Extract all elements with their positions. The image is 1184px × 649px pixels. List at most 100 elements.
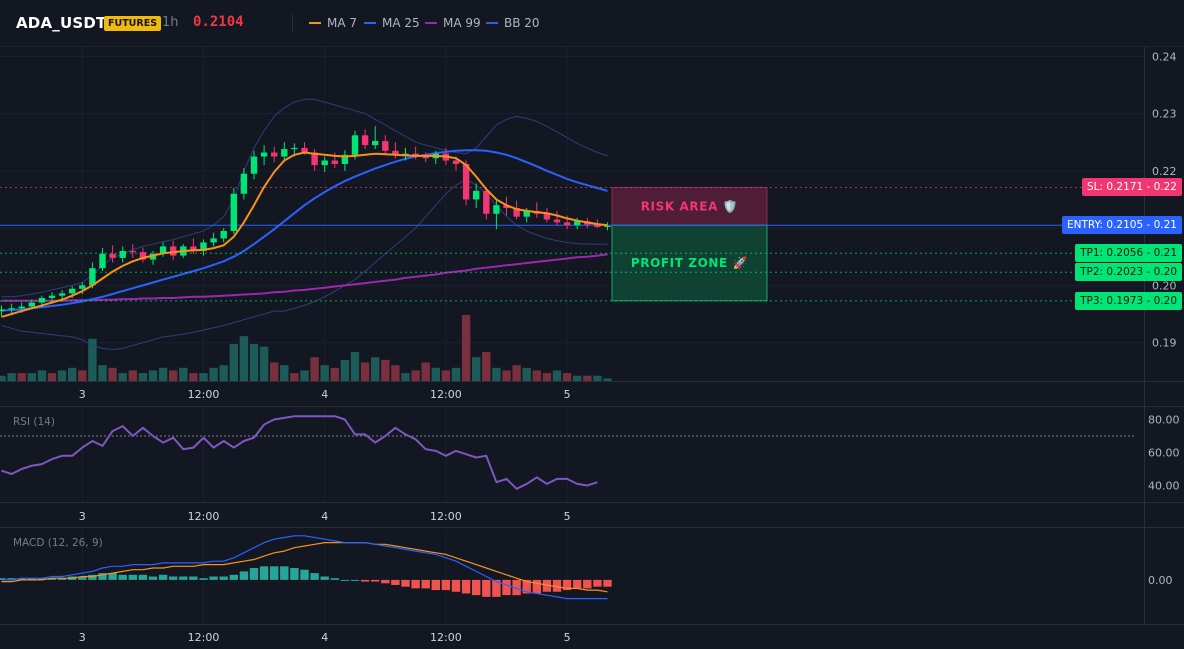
macd-histogram-bar [270, 566, 279, 580]
price-time-label: 12:00 [188, 388, 220, 401]
macd-histogram-bar [330, 578, 339, 580]
volume-bar [310, 357, 319, 381]
volume-bar [300, 370, 309, 381]
volume-bar [169, 370, 178, 381]
macd-histogram-bar [78, 576, 87, 580]
volume-bar [239, 336, 249, 381]
volume-bar [98, 365, 107, 381]
candle-down [422, 156, 429, 159]
macd-histogram-bar [290, 568, 299, 580]
candle-up [523, 210, 530, 217]
candle-up [149, 253, 157, 260]
legend-ma7[interactable]: MA 7 [309, 16, 357, 30]
macd-histogram-bar [562, 579, 572, 591]
volume-bar [189, 373, 198, 381]
macd-histogram-bar [17, 578, 26, 580]
candle-down [170, 246, 177, 256]
volume-bar [209, 367, 218, 381]
tp2-price-tag[interactable]: TP2: 0.2023 - 0.20 [1075, 263, 1182, 282]
volume-bar [421, 362, 430, 381]
macd-histogram-bar [118, 574, 127, 580]
volume-bar [229, 344, 238, 381]
candle-up [604, 225, 611, 227]
volume-bar [118, 373, 127, 381]
candle-down [190, 246, 197, 252]
macd-histogram-bar [451, 579, 461, 592]
macd-histogram-bar [7, 578, 16, 580]
macd-histogram-bar [431, 579, 440, 591]
candle-down [129, 251, 136, 253]
rsi-tick-label: 80.00 [1148, 414, 1180, 427]
macd-histogram-bar [179, 576, 188, 580]
price-tick-label: 0.22 [1152, 165, 1177, 178]
volume-bar [280, 365, 289, 381]
tp3-price-tag[interactable]: TP3: 0.1973 - 0.20 [1075, 291, 1182, 310]
symbol-name[interactable]: ADA_USDT [16, 14, 107, 32]
tp1-price-tag[interactable]: TP1: 0.2056 - 0.21 [1075, 244, 1182, 263]
volume-bar [199, 373, 208, 381]
macd-histogram-bar [128, 574, 137, 580]
macd-histogram-bar [573, 579, 582, 589]
legend-bb20[interactable]: BB 20 [486, 16, 540, 30]
rsi-time-label: 4 [321, 510, 328, 523]
macd-histogram-bar [229, 574, 238, 580]
candle-up [493, 205, 500, 214]
volume-bar [7, 373, 16, 381]
macd-histogram-bar [320, 576, 329, 580]
macd-histogram-bar [512, 579, 521, 596]
entry-price-tag[interactable]: ENTRY: 0.2105 - 0.21 [1061, 216, 1182, 235]
macd-histogram-bar [371, 579, 380, 582]
legend-ma99[interactable]: MA 99 [425, 16, 481, 30]
macd-histogram-bar [482, 579, 491, 597]
volume-bar [401, 373, 410, 381]
timeframe-label[interactable]: 1h [162, 15, 179, 30]
legend-ma25[interactable]: MA 25 [364, 16, 420, 30]
volume-bar [512, 365, 521, 381]
legend-label: MA 7 [327, 16, 358, 30]
candle-down [543, 213, 551, 220]
price-time-label: 4 [321, 388, 328, 401]
ma7-line [1, 151, 608, 318]
rsi-time-label: 5 [564, 510, 571, 523]
macd-histogram-bar [300, 569, 309, 580]
volume-bar [502, 370, 511, 381]
macd-histogram-bar [249, 568, 259, 580]
candle-up [473, 190, 480, 200]
volume-bar [350, 351, 360, 381]
volume-bar [360, 362, 370, 381]
macd-histogram-bar [593, 579, 602, 587]
volume-bar [57, 370, 67, 381]
candle-up [0, 309, 5, 312]
volume-bar [411, 370, 420, 381]
rsi-tick-label: 40.00 [1148, 480, 1180, 493]
legend-label: BB 20 [504, 16, 540, 30]
rsi-time-label: 3 [79, 510, 86, 523]
price-tick-label: 0.23 [1152, 108, 1177, 121]
macd-histogram-bar [522, 579, 531, 594]
volume-bar [522, 367, 531, 381]
candle-down [311, 152, 318, 166]
volume-bar [37, 370, 47, 381]
candle-down [109, 253, 116, 258]
volume-bar [219, 365, 228, 381]
profit-zone-box [611, 224, 768, 302]
macd-histogram-bar [391, 579, 400, 585]
candle-down [462, 163, 470, 200]
macd-histogram-bar [27, 578, 36, 580]
macd-line [1, 535, 608, 600]
candle-up [240, 173, 248, 194]
sl-price-tag[interactable]: SL: 0.2171 - 0.22 [1082, 178, 1182, 197]
candle-down [271, 152, 278, 157]
rsi-title: RSI (14) [13, 416, 55, 428]
macd-histogram-bar [350, 579, 360, 581]
candle-up [341, 154, 349, 164]
candle-down [331, 160, 338, 164]
macd-histogram-bar [47, 578, 57, 580]
candle-up [58, 293, 66, 296]
legend-swatch [486, 22, 498, 24]
volume-bar [259, 346, 269, 381]
volume-bar [532, 370, 541, 381]
volume-bar [270, 362, 279, 381]
macd-histogram-bar [360, 579, 370, 582]
